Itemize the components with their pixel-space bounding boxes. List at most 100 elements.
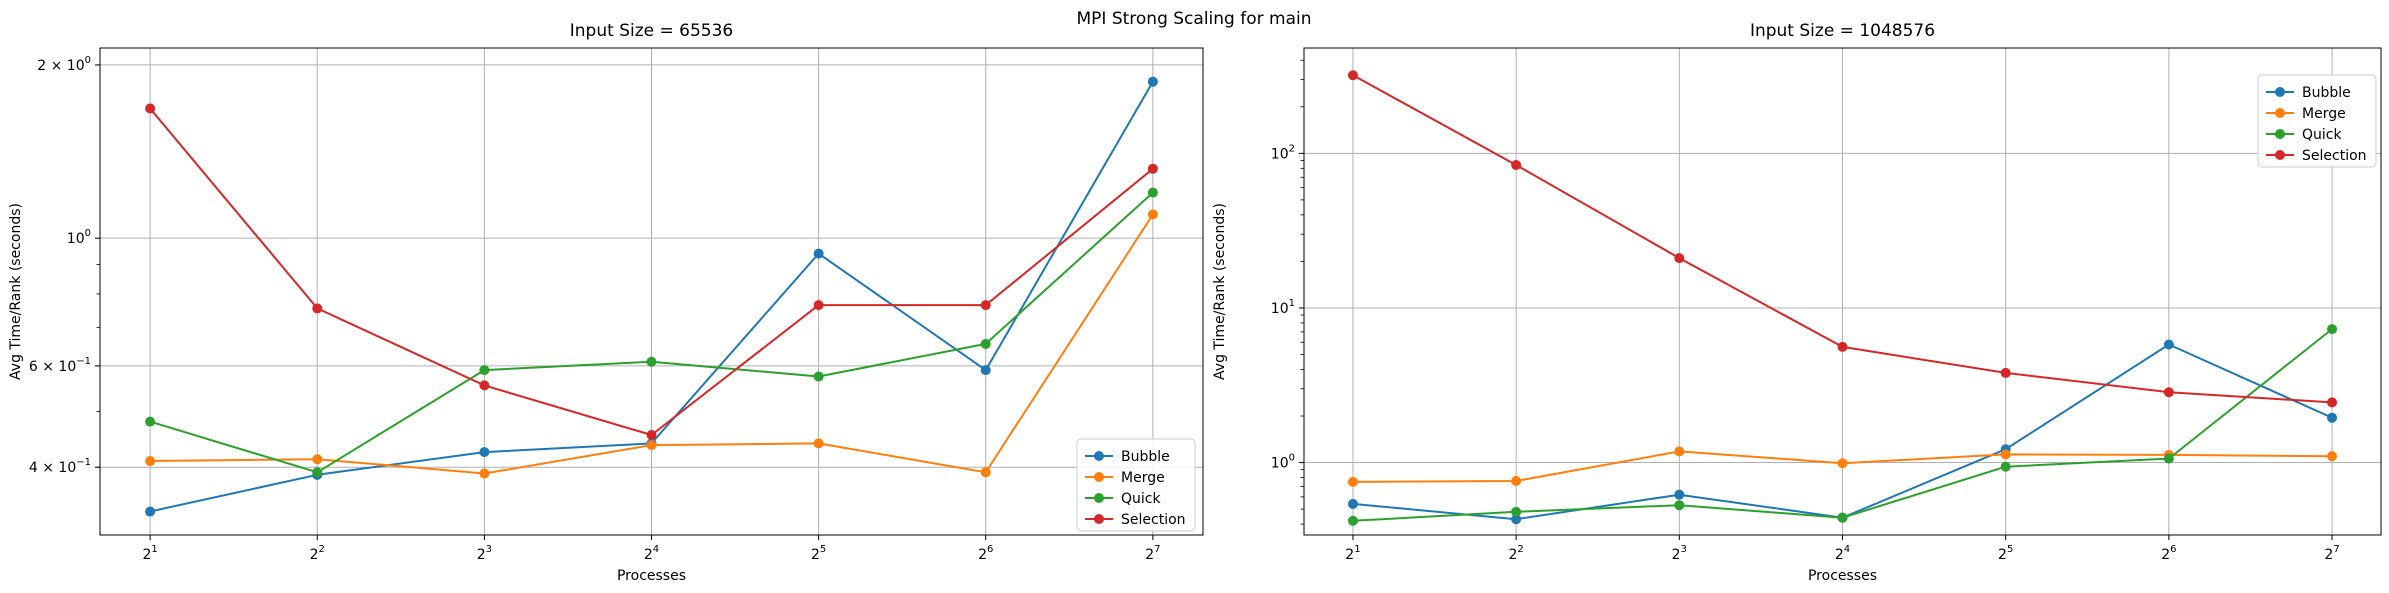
x-tick-label: 21 <box>1345 544 1360 563</box>
data-point-selection <box>479 380 490 391</box>
data-point-quick <box>1511 506 1522 517</box>
y-tick-label: 4 × 10−1 <box>29 457 91 476</box>
y-axis-label: Avg Time/Rank (seconds) <box>8 203 24 380</box>
x-tick-label: 22 <box>1508 544 1523 563</box>
data-point-bubble <box>2163 339 2174 350</box>
x-tick-label: 25 <box>1998 544 2013 563</box>
data-point-merge <box>312 454 323 465</box>
legend: Bubble Merge Quick Selection <box>1076 438 1196 532</box>
x-tick-label: 25 <box>811 544 826 563</box>
data-point-selection <box>1511 160 1522 171</box>
x-tick-label: 23 <box>477 544 492 563</box>
data-point-bubble <box>1147 76 1158 87</box>
legend-marker-merge <box>1094 472 1104 482</box>
legend-marker-bubble <box>1094 451 1104 461</box>
data-point-quick <box>1674 500 1685 511</box>
legend-label-quick: Quick <box>1121 491 1161 507</box>
legend-label-merge: Merge <box>1121 470 1165 486</box>
right-subplot: 21 22 23 24 25 26 27 100 101 102 Input Size = 1048… <box>1212 21 2382 584</box>
data-point-bubble <box>1674 489 1685 500</box>
legend-marker-quick <box>2275 129 2285 139</box>
legend-marker-merge <box>2275 108 2285 118</box>
x-tick-label: 22 <box>310 544 325 563</box>
legend-label-selection: Selection <box>2302 148 2367 164</box>
data-point-merge <box>1147 209 1158 220</box>
data-point-bubble <box>479 447 490 458</box>
data-point-bubble <box>1347 498 1358 509</box>
data-point-bubble <box>980 365 991 376</box>
y-tick-label: 102 <box>1271 143 1295 162</box>
x-axis-label: Processes <box>1808 568 1877 584</box>
y-axis-label: Avg Time/Rank (seconds) <box>1212 203 1228 380</box>
data-point-merge <box>1837 458 1848 469</box>
x-tick-label: 27 <box>1145 544 1160 563</box>
legend-box <box>2257 74 2377 168</box>
data-point-merge <box>980 467 991 478</box>
x-tick-label: 23 <box>1672 544 1687 563</box>
data-point-quick <box>312 467 323 478</box>
legend-label-selection: Selection <box>1121 512 1186 528</box>
subplot-title: Input Size = 1048576 <box>1750 21 1935 41</box>
y-tick-label: 100 <box>67 228 91 247</box>
legend-label-quick: Quick <box>2302 127 2342 143</box>
data-point-merge <box>2327 451 2338 462</box>
data-point-selection <box>2327 397 2338 408</box>
legend-marker-selection <box>2275 150 2285 160</box>
data-point-quick <box>1347 515 1358 526</box>
legend-label-bubble: Bubble <box>2302 85 2351 101</box>
data-point-quick <box>2163 453 2174 464</box>
data-point-selection <box>2000 367 2011 378</box>
data-point-merge <box>813 438 824 449</box>
data-point-quick <box>479 365 490 376</box>
data-point-quick <box>813 371 824 382</box>
data-point-selection <box>980 300 991 311</box>
x-tick-label: 24 <box>644 544 659 563</box>
figure-suptitle: MPI Strong Scaling for main <box>1076 9 1311 29</box>
axes-frame <box>99 47 1204 536</box>
data-point-merge <box>1674 446 1685 457</box>
legend-label-bubble: Bubble <box>1121 449 1170 465</box>
x-tick-label: 21 <box>142 544 157 563</box>
subplot-title: Input Size = 65536 <box>570 21 733 41</box>
data-point-selection <box>1674 253 1685 264</box>
data-point-bubble <box>2327 412 2338 423</box>
x-tick-label: 26 <box>978 544 993 563</box>
legend-marker-bubble <box>2275 87 2285 97</box>
left-subplot: 21 22 23 24 25 26 27 4 × 10−1 6 × 10−1 100 2 × 100… <box>8 21 1204 584</box>
y-tick-label: 2 × 100 <box>37 55 91 74</box>
data-point-merge <box>479 468 490 479</box>
data-point-selection <box>312 303 323 314</box>
legend-box <box>1076 438 1196 532</box>
data-point-selection <box>145 103 156 114</box>
x-axis-label: Processes <box>617 568 686 584</box>
legend-label-merge: Merge <box>2302 106 2346 122</box>
data-point-quick <box>2000 461 2011 472</box>
data-point-quick <box>1147 187 1158 198</box>
data-point-selection <box>1837 341 1848 352</box>
axes-frame <box>1303 47 2382 536</box>
data-point-merge <box>145 456 156 467</box>
data-point-quick <box>1837 512 1848 523</box>
data-point-selection <box>1147 163 1158 174</box>
data-point-merge <box>1511 475 1522 486</box>
data-point-quick <box>2327 324 2338 335</box>
data-point-merge <box>1347 476 1358 487</box>
data-point-quick <box>646 356 657 367</box>
data-point-quick <box>980 338 991 349</box>
data-point-selection <box>1347 70 1358 81</box>
data-point-selection <box>2163 387 2174 398</box>
x-tick-label: 26 <box>2161 544 2176 563</box>
data-point-merge <box>2000 449 2011 460</box>
data-point-merge <box>646 440 657 451</box>
data-point-selection <box>646 430 657 441</box>
data-point-bubble <box>1511 514 1522 525</box>
legend: Bubble Merge Quick Selection <box>2257 74 2377 168</box>
data-point-selection <box>813 300 824 311</box>
y-tick-label: 100 <box>1271 453 1295 472</box>
y-tick-label: 101 <box>1271 298 1295 317</box>
data-point-bubble <box>813 248 824 259</box>
x-tick-label: 27 <box>2324 544 2339 563</box>
y-tick-label: 6 × 10−1 <box>29 356 91 375</box>
legend-marker-quick <box>1094 493 1104 503</box>
